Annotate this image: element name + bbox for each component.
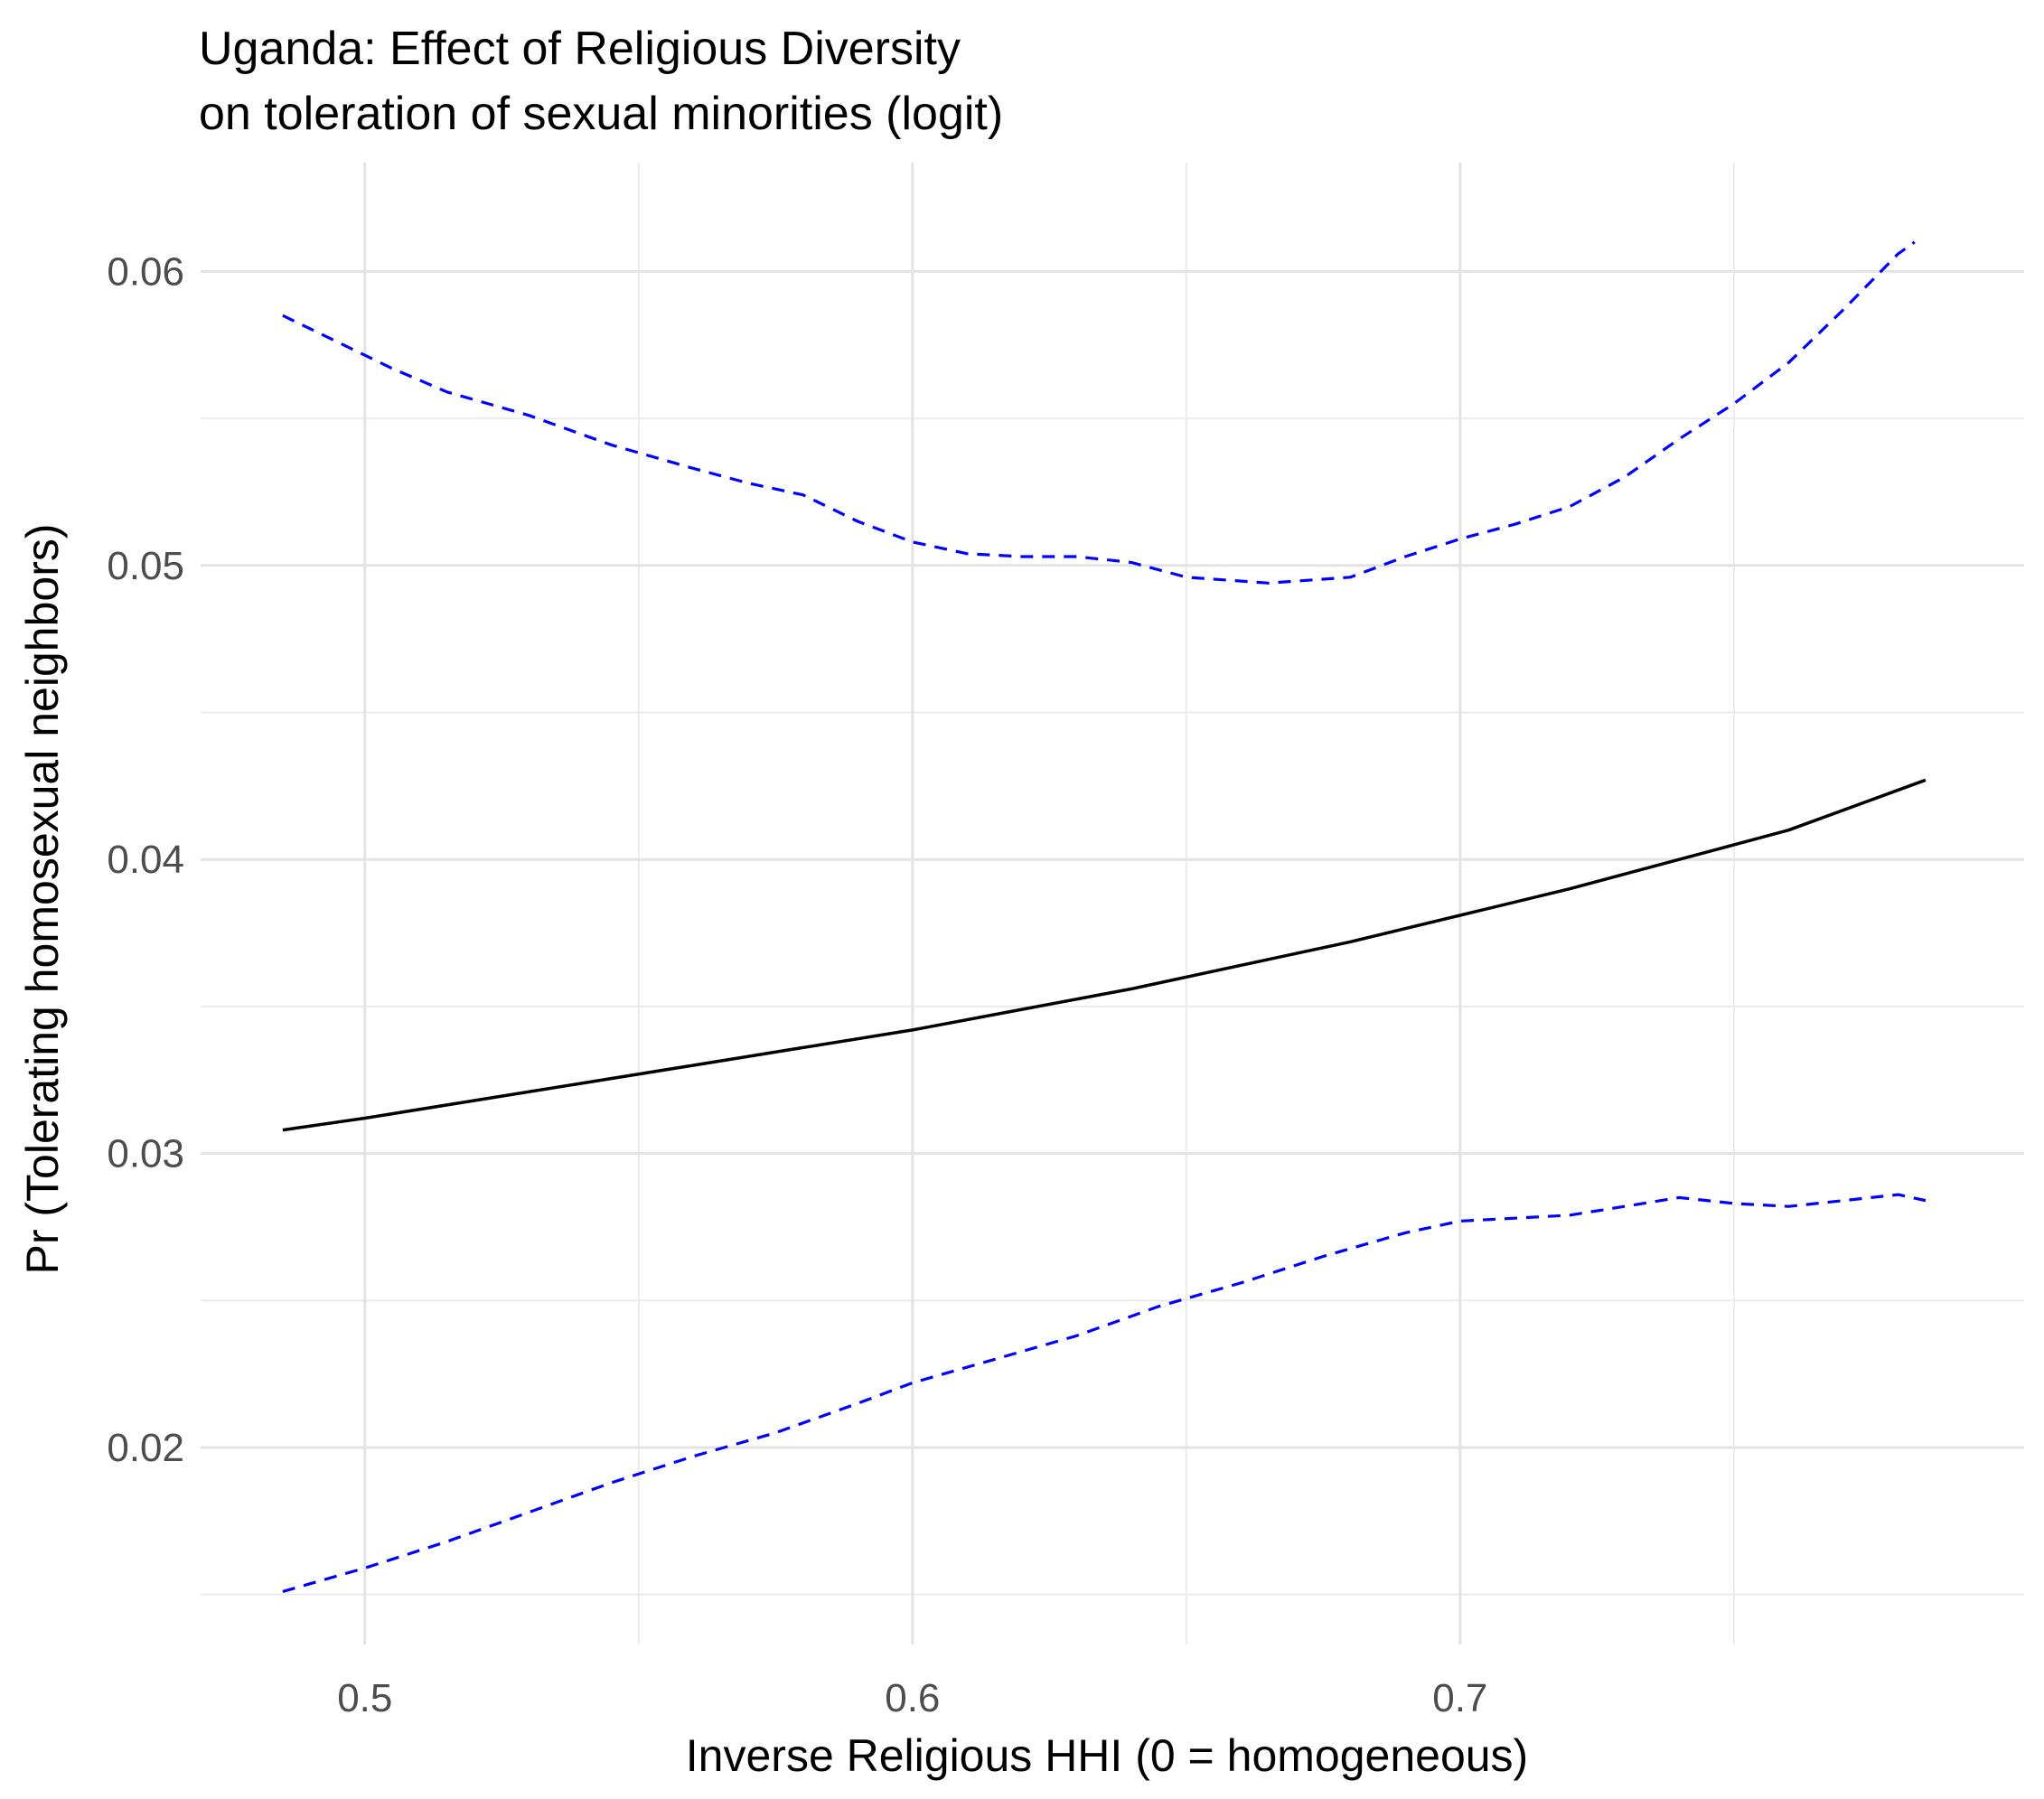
estimate-line [282, 778, 1927, 1132]
minor-gridlines [201, 163, 2024, 1644]
y-axis-title: Pr (Tolerating homosexual neighbors) [17, 524, 68, 1275]
lower-bound-line [282, 1193, 1927, 1593]
y-tick-label: 0.05 [107, 544, 184, 588]
y-tick-label: 0.03 [107, 1132, 184, 1176]
x-tick-label: 0.5 [337, 1676, 392, 1720]
major-gridlines [201, 163, 2024, 1644]
y-tick-label: 0.02 [107, 1426, 184, 1470]
y-tick-label: 0.04 [107, 838, 184, 882]
title-block: Uganda: Effect of Religious Diversity on… [199, 16, 1003, 146]
chart-subtitle: on toleration of sexual minorities (logi… [199, 88, 1004, 140]
x-tick-label: 0.6 [885, 1676, 940, 1720]
y-tick-label: 0.06 [107, 249, 184, 294]
x-tick-label: 0.7 [1432, 1676, 1487, 1720]
tick-labels: 0.5 0.6 0.7 0.02 0.03 0.04 0.05 0.06 [107, 249, 1487, 1720]
chart-title: Uganda: Effect of Religious Diversity [199, 23, 961, 75]
upper-bound-line [282, 240, 1916, 585]
x-axis-title: Inverse Religious HHI (0 = homogeneous) [686, 1730, 1528, 1781]
series-layer [282, 240, 1927, 1593]
